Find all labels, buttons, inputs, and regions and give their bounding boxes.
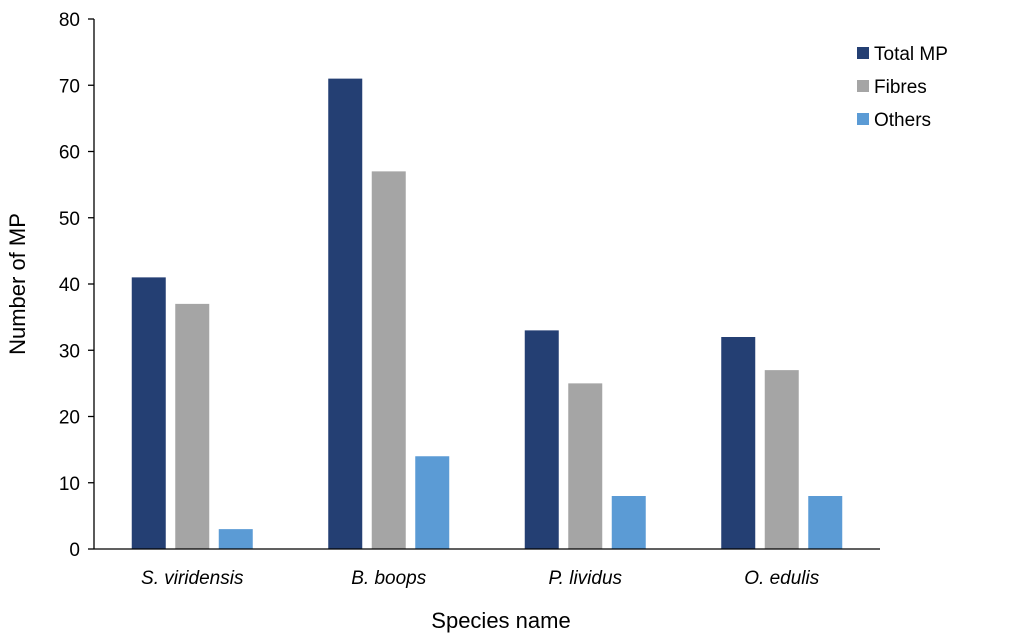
bar-fibres xyxy=(371,171,406,549)
y-tick-label: 20 xyxy=(59,408,80,429)
bar-fibres xyxy=(568,383,603,549)
y-tick-label: 60 xyxy=(59,143,80,164)
x-category-label: O. edulis xyxy=(744,568,819,589)
y-tick-label: 80 xyxy=(59,10,80,31)
bar-others xyxy=(808,496,843,549)
x-category-label: S. viridensis xyxy=(141,568,244,589)
x-category-label: P. lividus xyxy=(548,568,622,589)
bar-total-mp xyxy=(328,78,363,549)
bar-total-mp xyxy=(524,330,559,549)
bar-fibres xyxy=(764,370,799,549)
x-axis-title: Species name xyxy=(431,608,570,633)
bar-total-mp xyxy=(131,277,166,549)
y-tick-label: 30 xyxy=(59,341,80,362)
bar-total-mp xyxy=(721,337,756,549)
x-category-label: B. boops xyxy=(351,568,426,589)
y-axis-title: Number of MP xyxy=(5,213,30,355)
x-axis-category-labels: S. viridensis B. boops P. lividus O. edulis xyxy=(141,568,820,589)
legend: Total MP Fibres Others xyxy=(857,44,948,131)
legend-label: Total MP xyxy=(874,44,948,65)
y-tick-label: 0 xyxy=(69,540,80,561)
bar-others xyxy=(611,496,646,549)
legend-label: Fibres xyxy=(874,77,927,98)
y-tick-label: 40 xyxy=(59,275,80,296)
y-tick-label: 50 xyxy=(59,209,80,230)
bar-others xyxy=(218,529,253,549)
y-tick-label: 70 xyxy=(59,76,80,97)
y-tick-label: 10 xyxy=(59,474,80,495)
legend-label: Others xyxy=(874,110,931,131)
legend-swatch xyxy=(857,113,869,125)
y-axis-ticks: 0 10 20 30 40 50 60 70 80 xyxy=(59,10,94,561)
bars-group xyxy=(131,78,843,549)
bar-others xyxy=(415,456,450,549)
legend-swatch xyxy=(857,80,869,92)
legend-swatch xyxy=(857,47,869,59)
bar-fibres xyxy=(175,303,210,549)
